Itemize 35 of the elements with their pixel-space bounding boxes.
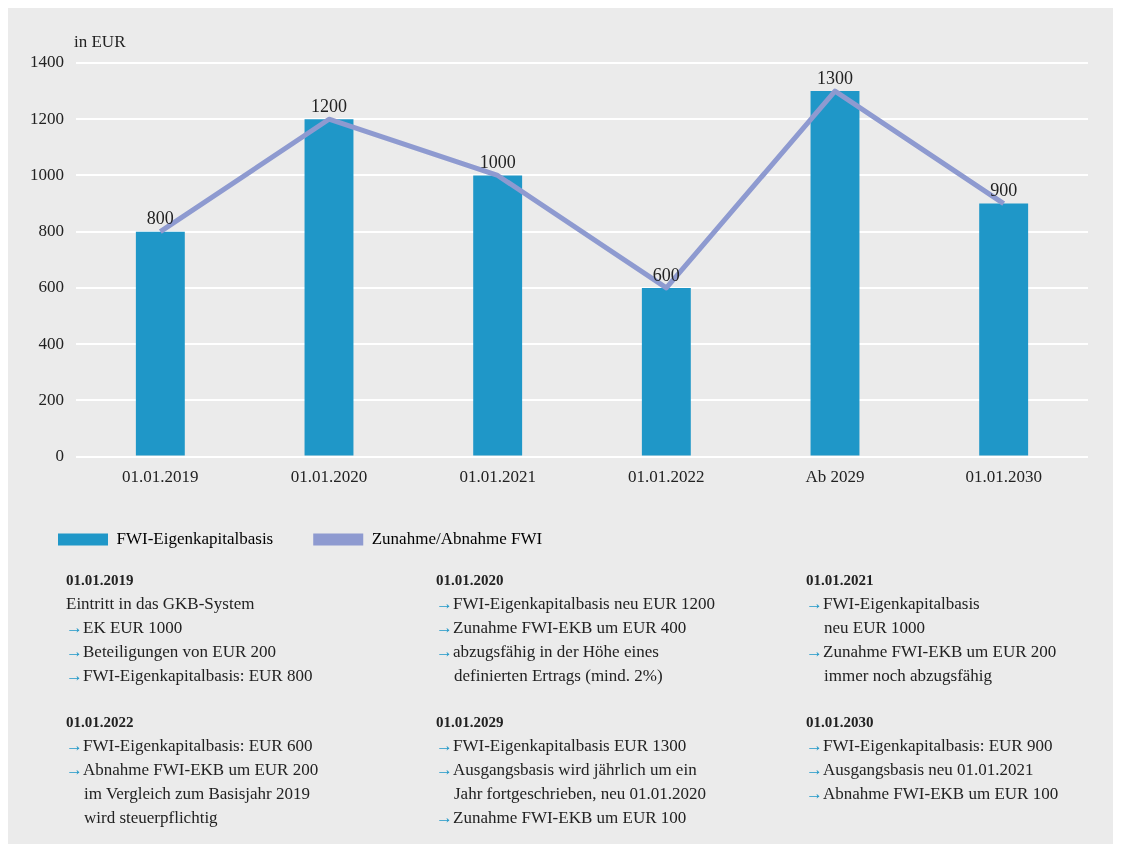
data-label: 800 bbox=[146, 208, 174, 229]
x-tick-label: 01.01.2022 bbox=[628, 467, 705, 487]
data-label: 900 bbox=[990, 180, 1018, 201]
text: 01.01.2029 →FWI-Eigenkapitalbasis EUR 1300 →Ausgangsbasis wird jährlich um ein Jahr fortgeschrieben, neu 01.01.2020 →Zunahme FWI-EKB um EUR 100 bbox=[436, 713, 708, 829]
data-label: 1300 bbox=[817, 67, 853, 88]
bar bbox=[810, 91, 860, 456]
legend-label: Zunahme/Abnahme FWI bbox=[371, 528, 543, 548]
x-tick-label: Ab 2029 bbox=[805, 467, 865, 487]
bar bbox=[473, 175, 523, 456]
bar bbox=[641, 287, 691, 456]
data-label: 600 bbox=[652, 264, 680, 285]
y-tick-label: 800 bbox=[38, 221, 64, 241]
y-axis-title: in EUR bbox=[74, 31, 127, 51]
x-tick-label: 01.01.2020 bbox=[290, 467, 368, 487]
bar bbox=[135, 231, 185, 456]
legend-label: FWI-Eigenkapitalbasis bbox=[116, 528, 274, 548]
text: 01.01.2020 →FWI-Eigenkapitalbasis neu EUR 1200 →Zunahme FWI-EKB um EUR 400 →abzugsfähig in der Höhe eines definierten Ertrags (mind. 2%) bbox=[436, 571, 717, 687]
x-tick-label: 01.01.2030 bbox=[965, 467, 1042, 487]
y-tick-label: 1000 bbox=[30, 164, 64, 184]
x-tick-label: 01.01.2019 bbox=[122, 467, 199, 487]
text: 01.01.2021 →FWI-Eigenkapitalbasis neu EUR 1000 →Zunahme FWI-EKB um EUR 200 immer noch abzugsfähig bbox=[806, 571, 1058, 687]
y-tick-label: 600 bbox=[38, 277, 64, 297]
y-tick-label: 0 bbox=[55, 446, 64, 466]
text: 01.01.2030 →FWI-Eigenkapitalbasis: EUR 900 →Ausgangsbasis neu 01.01.2021 →Abnahme FWI-EKB um EUR 100 bbox=[806, 713, 1060, 805]
text: 01.01.2019 Eintritt in das GKB-System →EK EUR 1000 →Beteiligungen von EUR 200 →FWI-Eigenkapitalbasis: EUR 800 bbox=[66, 571, 314, 687]
y-tick-label: 1400 bbox=[30, 52, 64, 72]
data-label: 1000 bbox=[479, 152, 516, 173]
text: 01.01.2022 →FWI-Eigenkapitalbasis: EUR 600 →Abnahme FWI-EKB um EUR 200 im Vergleich zum Basisjahr 2019 wird steuerpflichtig bbox=[66, 713, 320, 829]
data-label: 1200 bbox=[311, 95, 347, 116]
y-tick-label: 200 bbox=[38, 389, 64, 409]
y-tick-label: 400 bbox=[38, 333, 64, 353]
bar bbox=[979, 203, 1029, 456]
x-tick-label: 01.01.2021 bbox=[459, 467, 536, 487]
y-tick-label: 1200 bbox=[30, 108, 64, 128]
bar bbox=[304, 119, 354, 456]
